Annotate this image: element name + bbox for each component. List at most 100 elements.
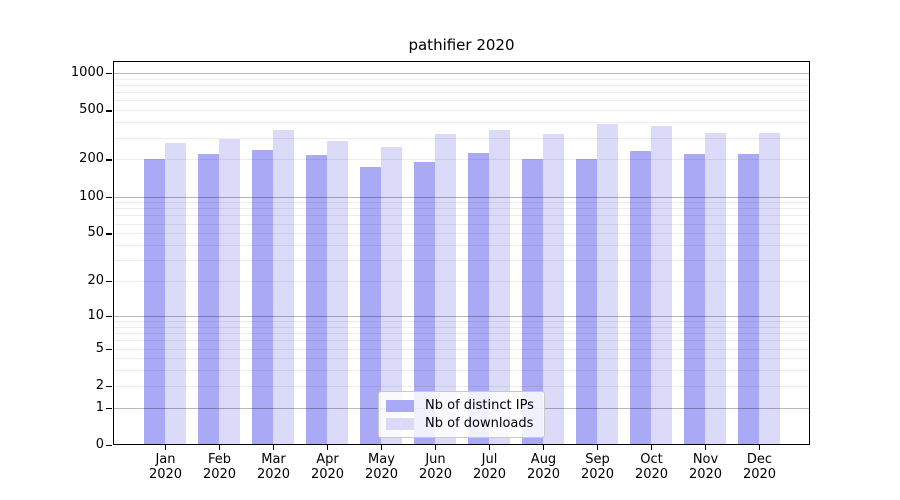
x-tick-may bbox=[380, 445, 383, 450]
x-tick-label-jul: Jul 2020 bbox=[472, 452, 507, 482]
x-tick-aug bbox=[542, 445, 545, 450]
bar-downloads-aug bbox=[543, 133, 564, 445]
y-tick-label-0: 0 bbox=[95, 437, 104, 452]
gridline-minor-4 bbox=[113, 358, 810, 360]
bar-downloads-dec bbox=[759, 132, 780, 445]
bar-downloads-apr bbox=[327, 141, 348, 445]
bar-distinct-ips-feb bbox=[198, 153, 219, 445]
x-tick-jul bbox=[488, 445, 491, 450]
gridline-minor-8 bbox=[113, 326, 810, 328]
y-tick-label-1: 1 bbox=[95, 399, 104, 415]
y-tick-50 bbox=[106, 233, 112, 235]
bar-distinct-ips-mar bbox=[252, 149, 273, 445]
gridline-minor-6 bbox=[113, 340, 810, 342]
bar-downloads-may bbox=[381, 147, 402, 445]
bar-distinct-ips-may bbox=[360, 167, 381, 445]
x-tick-apr bbox=[326, 445, 329, 450]
gridline-minor-60 bbox=[113, 223, 810, 225]
gridline-minor-3 bbox=[113, 370, 810, 372]
x-tick-label-apr: Apr 2020 bbox=[310, 452, 345, 482]
gridline-minor-500 bbox=[113, 110, 810, 112]
gridline-minor-800 bbox=[113, 84, 810, 86]
x-tick-label-aug: Aug 2020 bbox=[526, 452, 561, 482]
y-tick-label-2: 2 bbox=[95, 377, 104, 393]
chart-title: pathifier 2020 bbox=[408, 36, 515, 54]
gridline-major-100 bbox=[113, 196, 810, 198]
legend-label-distinct-ips: Nb of distinct IPs bbox=[425, 398, 534, 413]
bar-downloads-nov bbox=[705, 133, 726, 445]
bar-downloads-jun bbox=[435, 134, 456, 445]
x-tick-feb bbox=[218, 445, 221, 450]
x-tick-label-dec: Dec 2020 bbox=[742, 452, 777, 482]
y-tick-200 bbox=[106, 159, 112, 161]
legend-item-downloads: Nb of downloads bbox=[386, 416, 544, 431]
gridline-minor-700 bbox=[113, 92, 810, 94]
x-tick-label-oct: Oct 2020 bbox=[634, 452, 669, 482]
x-tick-sep bbox=[596, 445, 599, 450]
y-tick-label-1000: 1000 bbox=[70, 64, 104, 80]
gridline-minor-600 bbox=[113, 100, 810, 102]
gridline-minor-90 bbox=[113, 202, 810, 204]
x-tick-oct bbox=[650, 445, 653, 450]
x-tick-label-jan: Jan 2020 bbox=[148, 452, 183, 482]
plot-area bbox=[113, 61, 810, 445]
gridline-minor-40 bbox=[113, 245, 810, 246]
y-tick-label-5: 5 bbox=[95, 340, 104, 356]
x-tick-label-jun: Jun 2020 bbox=[418, 452, 453, 482]
gridline-minor-50 bbox=[113, 233, 810, 235]
bar-downloads-jan bbox=[165, 143, 186, 445]
y-tick-5 bbox=[106, 348, 112, 350]
x-tick-label-sep: Sep 2020 bbox=[580, 452, 615, 482]
gridline-minor-300 bbox=[113, 137, 810, 139]
gridline-minor-20 bbox=[113, 281, 810, 282]
x-tick-label-nov: Nov 2020 bbox=[688, 452, 723, 482]
legend-swatch-downloads bbox=[386, 417, 414, 430]
x-tick-dec bbox=[758, 445, 761, 450]
bar-distinct-ips-jan bbox=[144, 159, 165, 445]
bar-distinct-ips-apr bbox=[306, 154, 327, 445]
gridline-minor-9 bbox=[113, 321, 810, 322]
legend-swatch-distinct-ips bbox=[386, 399, 414, 412]
gridline-minor-80 bbox=[113, 208, 810, 210]
y-tick-10 bbox=[106, 315, 112, 318]
legend-item-distinct-ips: Nb of distinct IPs bbox=[386, 398, 544, 413]
legend-label-downloads: Nb of downloads bbox=[425, 416, 534, 431]
bar-downloads-sep bbox=[597, 123, 618, 445]
y-tick-label-20: 20 bbox=[87, 273, 104, 288]
y-tick-label-50: 50 bbox=[87, 225, 104, 241]
bar-distinct-ips-aug bbox=[522, 158, 543, 445]
bar-downloads-feb bbox=[219, 139, 240, 445]
gridline-minor-2 bbox=[113, 385, 810, 387]
y-tick-label-200: 200 bbox=[79, 151, 104, 167]
y-tick-label-500: 500 bbox=[79, 102, 104, 118]
gridline-minor-70 bbox=[113, 215, 810, 217]
bar-distinct-ips-oct bbox=[630, 151, 651, 445]
bar-downloads-oct bbox=[651, 126, 672, 445]
gridline-minor-400 bbox=[113, 122, 810, 124]
gridline-minor-30 bbox=[113, 260, 810, 262]
gridline-minor-200 bbox=[113, 159, 810, 161]
gridline-minor-900 bbox=[113, 78, 810, 80]
bar-distinct-ips-nov bbox=[684, 154, 705, 445]
bar-distinct-ips-jun bbox=[414, 161, 435, 445]
y-tick-1000 bbox=[106, 72, 112, 75]
bar-distinct-ips-sep bbox=[576, 159, 597, 445]
x-tick-label-may: May 2020 bbox=[364, 452, 399, 482]
x-tick-mar bbox=[272, 445, 275, 450]
bar-downloads-mar bbox=[273, 130, 294, 445]
x-tick-jan bbox=[164, 445, 167, 450]
x-tick-label-feb: Feb 2020 bbox=[202, 452, 237, 482]
legend: Nb of distinct IPs Nb of downloads bbox=[378, 391, 545, 438]
bar-distinct-ips-dec bbox=[738, 153, 759, 445]
gridline-major-1000 bbox=[113, 72, 810, 74]
gridline-major-10 bbox=[113, 315, 810, 317]
y-tick-0 bbox=[106, 445, 112, 447]
x-tick-nov bbox=[704, 445, 707, 450]
gridline-minor-5 bbox=[113, 348, 810, 350]
x-tick-jun bbox=[434, 445, 437, 450]
y-tick-500 bbox=[106, 110, 112, 112]
y-tick-2 bbox=[106, 385, 112, 388]
y-tick-20 bbox=[106, 281, 112, 283]
y-tick-label-100: 100 bbox=[79, 188, 104, 204]
